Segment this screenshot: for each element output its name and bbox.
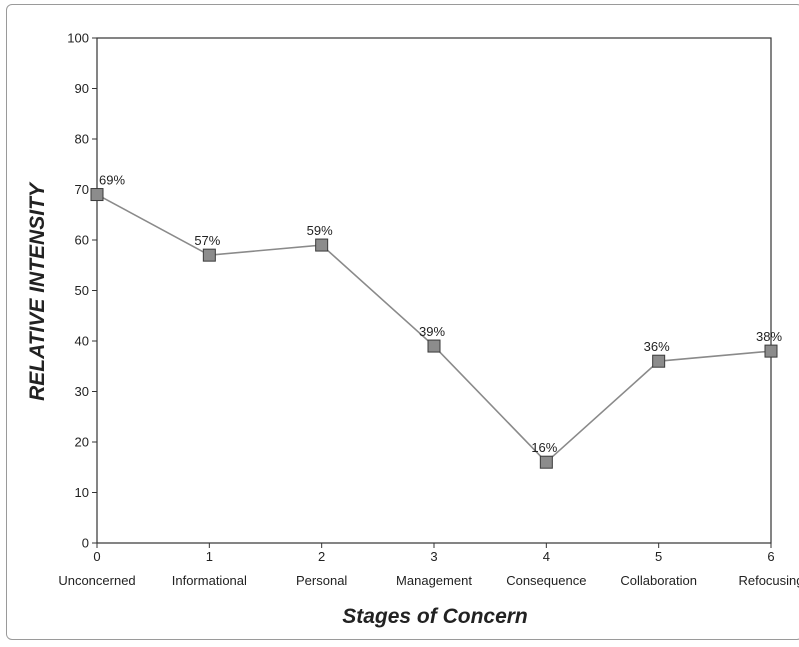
x-tick-label: 2 [318,549,325,564]
data-point-marker [427,339,441,353]
x-tick-label: 5 [655,549,662,564]
data-label: 16% [531,440,557,455]
data-point-marker [539,455,553,469]
x-category-label: Management [396,573,472,588]
y-tick-label: 90 [75,81,89,96]
data-label: 39% [419,324,445,339]
y-tick-label: 100 [67,31,89,46]
data-label: 69% [99,173,125,188]
y-tick-label: 50 [75,283,89,298]
x-category-label: Collaboration [620,573,697,588]
data-point-marker [652,354,666,368]
y-tick-label: 10 [75,485,89,500]
data-label: 57% [194,233,220,248]
y-tick-label: 0 [82,536,89,551]
y-tick-label: 80 [75,132,89,147]
data-point-marker [90,188,104,202]
series-layer: 69% 57% 59% 39% 16% 36% 38% [90,173,782,469]
x-tick-label: 3 [430,549,437,564]
x-category-label: Informational [172,573,247,588]
chart-frame [6,4,799,640]
data-point-marker [202,248,216,262]
plot-border [96,37,772,544]
data-point-marker [764,344,778,358]
y-axis-title: RELATIVE INTENSITY [26,181,49,401]
y-tick-label: 20 [75,435,89,450]
y-axis-ticks: 0 10 20 30 40 50 60 70 80 90 100 [67,31,97,551]
y-tick-label: 30 [75,384,89,399]
y-tick-label: 40 [75,334,89,349]
x-category-label: Unconcerned [58,573,135,588]
y-tick-label: 70 [75,182,89,197]
data-label: 59% [307,223,333,238]
plot-area [96,37,772,544]
data-label: 38% [756,329,782,344]
x-category-label: Consequence [506,573,586,588]
x-tick-label: 6 [767,549,774,564]
x-category-label: Refocusing [738,573,799,588]
data-point-marker [315,238,329,252]
x-tick-label: 4 [543,549,550,564]
y-tick-label: 60 [75,233,89,248]
data-label: 36% [644,339,670,354]
x-axis-title: Stages of Concern [342,605,528,628]
x-tick-label: 0 [93,549,100,564]
x-category-label: Personal [296,573,347,588]
x-axis-ticks: 0 Unconcerned 1 Informational 2 Personal 3 Mana… [58,543,799,588]
x-tick-label: 1 [206,549,213,564]
